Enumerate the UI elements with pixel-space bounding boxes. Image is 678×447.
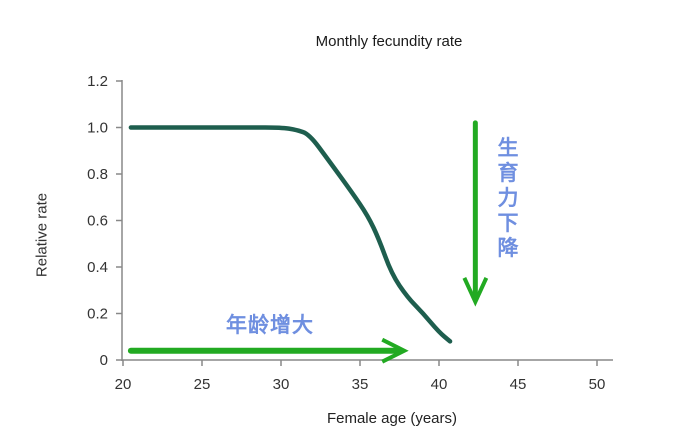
x-tick-label: 25 bbox=[194, 376, 211, 393]
y-tick-label: 0.8 bbox=[87, 166, 108, 183]
x-axis-label: Female age (years) bbox=[326, 410, 458, 427]
y-tick-label: 0.4 bbox=[87, 259, 108, 276]
arrowhead-right-icon bbox=[381, 337, 409, 364]
x-tick-label: 50 bbox=[589, 376, 606, 393]
x-tick-label: 30 bbox=[273, 376, 290, 393]
y-tick-label: 0 bbox=[100, 352, 108, 369]
x-tick-label: 35 bbox=[352, 376, 369, 393]
y-tick-label: 0.6 bbox=[87, 213, 108, 230]
y-tick-label: 0.2 bbox=[87, 306, 108, 323]
y-tick-label: 1.0 bbox=[87, 120, 108, 137]
x-tick-label: 40 bbox=[431, 376, 448, 393]
arrowhead-down-icon bbox=[462, 277, 489, 307]
fecundity-curve bbox=[128, 125, 453, 344]
chart-title: Monthly fecundity rate bbox=[315, 33, 463, 50]
annotation-age-increase: 年龄增大 bbox=[226, 313, 314, 337]
x-tick-label: 45 bbox=[510, 376, 527, 393]
x-tick-label: 20 bbox=[115, 376, 132, 393]
y-tick-label: 1.2 bbox=[87, 73, 108, 90]
annotation-fertility-decline: 生育力下降 bbox=[497, 136, 519, 260]
